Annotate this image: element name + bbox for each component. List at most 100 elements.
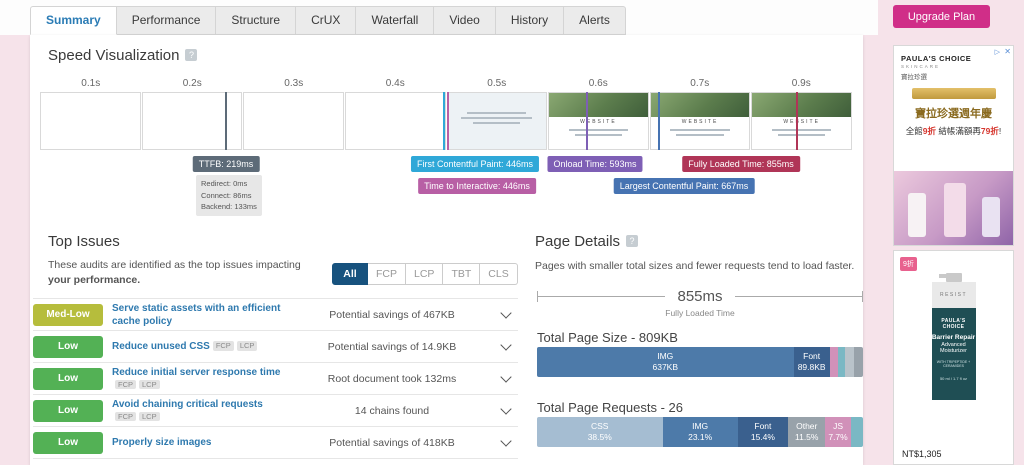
issue-detail: Potential savings of 467KB [329,308,455,321]
top-issues-title: Top Issues [48,233,120,250]
product-name-line2: Advanced Moisturizer [940,342,967,354]
chevron-down-icon[interactable] [500,434,512,447]
req-segment-img: IMG 23.1% [662,417,738,447]
top-issues-description-bold: your performance. [48,274,141,287]
ad-gold-ribbon [911,88,996,99]
lcp-badge: Largest Contentful Paint: 667ms [613,178,755,194]
filter-lcp[interactable]: LCP [406,263,444,285]
segment-value: 38.5% [587,432,612,442]
tab-crux[interactable]: CrUX [296,6,357,35]
help-icon[interactable]: ? [626,235,639,247]
req-segment-js: JS 7.7% [825,417,851,447]
segment-label: Other [796,420,818,431]
size-segment-img: IMG 637KB [537,347,794,377]
page-requests-bar: CSS 38.5% IMG 23.1% Font 15.4% Other 11.… [537,417,863,447]
issue-title: Reduce unused CSS FCP LCP [112,340,282,353]
product-size: 50 ml / 1.7 fl oz [939,376,968,381]
size-segment [838,347,846,377]
issue-filter-group: All FCP LCP TBT CLS [332,263,518,285]
chevron-down-icon[interactable] [500,306,512,319]
ttfb-marker-line [225,92,227,150]
req-segment [850,417,863,447]
segment-label: Font [803,350,821,361]
tab-waterfall[interactable]: Waterfall [356,6,435,35]
tab-alerts[interactable]: Alerts [564,6,626,35]
page-details-description: Pages with smaller total sizes and fewer… [535,260,855,272]
tab-structure[interactable]: Structure [216,6,297,35]
size-segment [845,347,854,377]
segment-label: IMG [692,420,709,431]
issue-row[interactable]: Low Reduce unused CSS FCP LCP Potential sa… [33,330,518,362]
filmstrip-frame [446,92,548,150]
filter-all[interactable]: All [332,263,368,285]
timeline-ticks: 0.1s 0.2s 0.3s 0.4s 0.5s 0.6s 0.7s 0.9s [40,78,852,89]
issue-detail: Root document took 132ms [327,372,457,385]
filmstrip-frame [141,92,243,150]
segment-label: CSS [591,420,609,431]
metric-tag: FCP [115,379,136,390]
tab-video[interactable]: Video [434,6,496,35]
severity-badge: Low [33,335,103,358]
bottle-top-label: RESIST [931,282,976,308]
chevron-down-icon[interactable] [500,402,512,415]
metric-tag: FCP [115,411,136,422]
upgrade-plan-button[interactable]: Upgrade Plan [893,5,990,28]
product-name-line1: Barrier Repair [931,334,976,341]
help-icon[interactable]: ? [185,49,198,61]
ad-close-icon[interactable]: ✕ [1004,47,1011,56]
filter-tbt[interactable]: TBT [443,263,481,285]
fully-loaded-time-widget: 855ms Fully Loaded Time [537,286,863,318]
issue-row[interactable]: Low Reduce initial server response timeF… [33,362,518,394]
sidebar-ad-banner[interactable]: ▷ ✕ PAULA'S CHOICE SKINCARE 寶拉珍選 寶拉珍選週年慶… [893,45,1014,246]
issue-row[interactable]: Low Avoid chaining critical requestsFCP L… [33,394,518,426]
segment-value: 7.7% [828,432,848,442]
issue-title-link[interactable]: Reduce initial server response time [112,366,281,378]
ttfb-redirect: Redirect: 0ms [201,179,248,188]
issue-title-link[interactable]: Avoid chaining critical requests [112,398,263,410]
segment-value: 11.5% [795,432,819,442]
frame-site-text: WEBSITE [681,119,719,125]
bottle-pump [938,273,962,282]
bottle-label: PAULA'S CHOICE Barrier Repair Advanced M… [931,308,976,400]
issue-row[interactable]: Med-Low Serve static assets with an effi… [33,298,518,330]
ttfb-breakdown-tooltip: Redirect: 0ms Connect: 86ms Backend: 133… [196,175,262,216]
filmstrip: WEBSITE WEBSITE WEBSITE [40,92,852,150]
tick-label: 0.3s [284,78,304,89]
tick-label: 0.2s [182,78,202,89]
issue-detail: Potential savings of 418KB [329,436,455,449]
severity-badge: Low [33,399,103,422]
product-price: NT$1,305 [902,449,942,459]
size-segment [829,347,839,377]
metric-tag: LCP [139,411,160,422]
report-tab-bar: Summary Performance Structure CrUX Water… [30,6,626,35]
issue-row[interactable]: Low Properly size images Potential savin… [33,426,518,458]
metric-tag: LCP [139,379,160,390]
issue-title-link[interactable]: Properly size images [112,437,212,448]
filter-fcp[interactable]: FCP [368,263,406,285]
filter-cls[interactable]: CLS [480,263,518,285]
issue-title-link[interactable]: Reduce unused CSS [112,341,210,352]
ttfb-badge: TTFB: 219ms [192,156,260,172]
adchoices-icon[interactable]: ▷ [994,49,1000,56]
discount-badge: 9折 [900,257,917,271]
tti-badge: Time to Interactive: 446ms [418,178,536,194]
chevron-down-icon[interactable] [500,338,512,351]
fully-loaded-time-label: Fully Loaded Time [665,308,735,318]
fully-loaded-marker-line [796,92,798,150]
product-bottle [944,183,966,237]
speed-visualization-title: Speed Visualization? [48,47,198,64]
tick-label: 0.1s [81,78,101,89]
tab-performance[interactable]: Performance [116,6,217,35]
filmstrip-frame [243,92,344,150]
sidebar-ad-product[interactable]: 9折 RESIST PAULA'S CHOICE Barrier Repair … [893,250,1014,465]
severity-badge: Low [33,431,103,454]
onload-badge: Onload Time: 593ms [547,156,643,172]
metric-tag: LCP [236,341,258,351]
tab-summary[interactable]: Summary [30,6,117,35]
frame-hero-image [752,93,851,117]
tab-history[interactable]: History [495,6,565,35]
chevron-down-icon[interactable] [500,370,512,383]
req-segment-other: Other 11.5% [788,417,826,447]
issue-title-link[interactable]: Serve static assets with an efficient ca… [112,302,281,327]
